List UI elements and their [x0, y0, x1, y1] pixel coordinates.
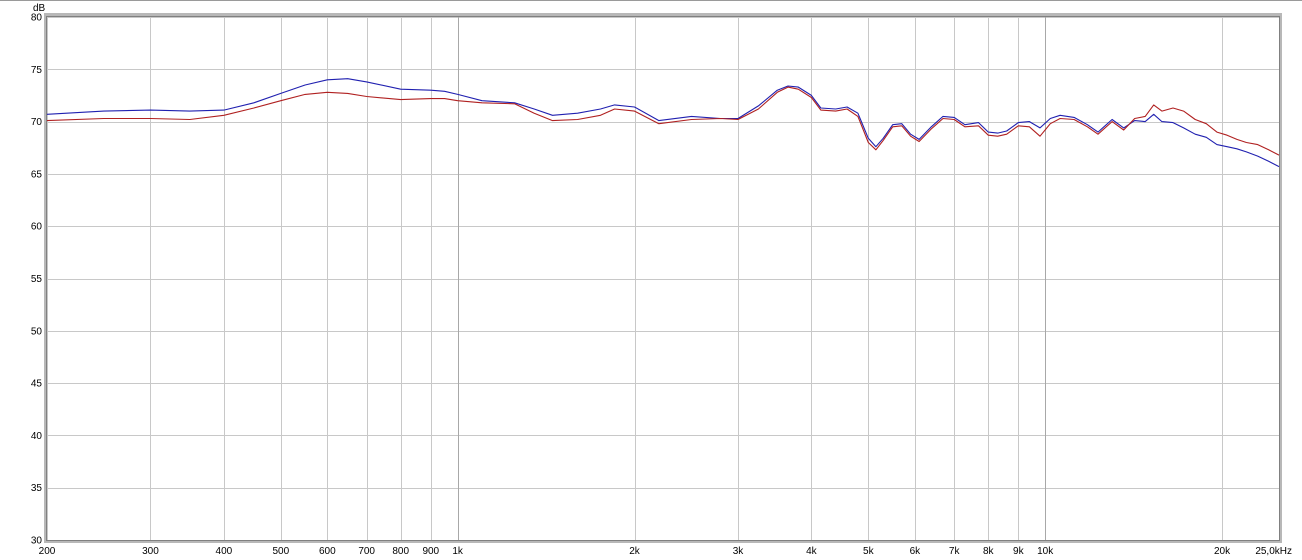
- x-tick-label: 8k: [983, 546, 995, 557]
- x-tick-label: 2k: [629, 546, 641, 557]
- x-tick-label: 5k: [863, 546, 875, 557]
- grid: [47, 17, 1280, 541]
- x-tick-label: 800: [392, 546, 409, 557]
- x-tick-label: 900: [422, 546, 439, 557]
- y-tick-label: 35: [31, 483, 43, 494]
- y-axis-ticks: dB 80 75 70 65 60 55 50 45 40 35 30: [31, 3, 46, 547]
- series-group: [46, 78, 1280, 168]
- x-tick-label: 700: [358, 546, 375, 557]
- x-tick-label: 4k: [806, 546, 818, 557]
- x-tick-label: 200: [39, 546, 56, 557]
- x-tick-label: 20k: [1214, 546, 1231, 557]
- y-tick-label: 75: [31, 65, 43, 76]
- x-tick-label: 9k: [1013, 546, 1025, 557]
- y-tick-label: 60: [31, 222, 43, 233]
- y-tick-label: 30: [31, 536, 43, 547]
- y-axis-label: dB: [33, 3, 46, 14]
- x-tick-label: 400: [216, 546, 233, 557]
- y-tick-label: 40: [31, 431, 43, 442]
- x-tick-label: 6k: [910, 546, 922, 557]
- y-tick-label: 70: [31, 117, 43, 128]
- plot-frame-outer: [44, 13, 1282, 543]
- series-line-1: [46, 78, 1280, 168]
- y-tick-label: 65: [31, 169, 43, 180]
- series-line-2: [46, 86, 1280, 156]
- x-tick-label: 10k: [1037, 546, 1054, 557]
- y-tick-label: 45: [31, 379, 43, 390]
- x-tick-label: 500: [272, 546, 289, 557]
- x-tick-label: 300: [142, 546, 159, 557]
- x-tick-label: 3k: [733, 546, 745, 557]
- plot-frame-inner: [46, 16, 1280, 541]
- y-tick-label: 80: [31, 13, 43, 24]
- x-tick-label: 600: [319, 546, 336, 557]
- x-tick-label: 25,0kHz: [1255, 546, 1292, 557]
- x-tick-label: 1k: [452, 546, 464, 557]
- x-tick-label: 7k: [949, 546, 961, 557]
- y-tick-label: 50: [31, 326, 43, 337]
- x-axis-ticks: 200 300 400 500 600 700 800 900 1k 2k 3k 4k 5k 6k 7k 8k…: [39, 546, 1292, 557]
- y-tick-label: 55: [31, 274, 43, 285]
